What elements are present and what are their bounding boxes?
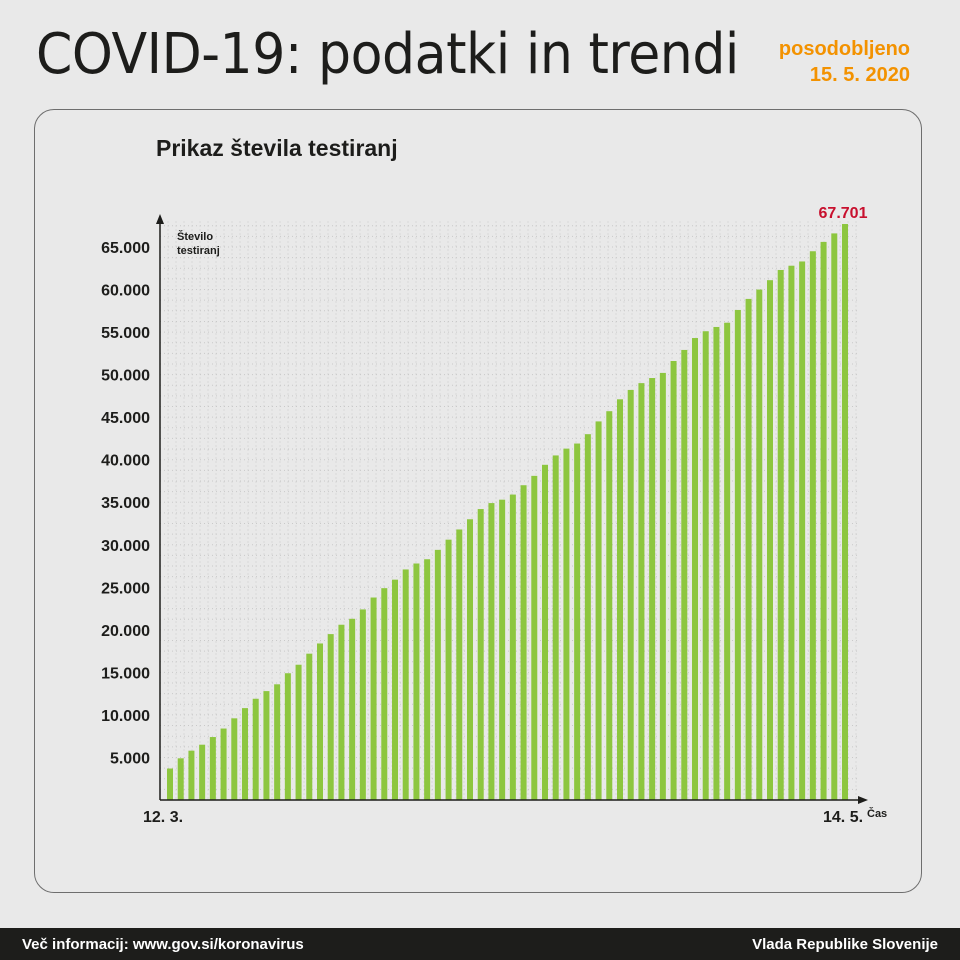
last-value-label: 67.701 [819,205,868,222]
bar [167,768,173,800]
bar [467,519,473,800]
bar [574,443,581,800]
bar [552,455,559,800]
footer: Več informacij: www.gov.si/koronavirus V… [0,928,960,960]
y-tick-label: 15.000 [101,665,150,682]
bar [252,698,259,800]
bar [402,569,409,800]
bar [306,653,313,800]
updated-label: posodobljeno [778,38,910,60]
bar [220,728,227,800]
y-tick-label: 65.000 [101,240,150,257]
bar [177,758,184,800]
bar [724,322,731,800]
y-tick-label: 60.000 [101,283,150,300]
bar [445,539,452,800]
bar [542,464,548,800]
y-tick-label: 45.000 [101,410,150,427]
bar [456,529,463,800]
updated-info: posodobljeno 15. 5. 2020 [779,36,910,88]
bar [831,233,838,800]
bar [381,588,388,800]
bar [424,559,431,800]
bar [188,750,195,800]
bar [692,338,698,800]
bar [638,383,645,800]
bar [274,684,281,800]
bar [284,673,291,800]
page-title: COVID-19: podatki in trendi [36,22,739,87]
y-tick-label: 50.000 [101,368,150,385]
bar [413,563,420,800]
bar [681,349,688,800]
bar [520,485,527,800]
bar [338,624,345,800]
y-tick-label: 20.000 [101,623,150,640]
bar [477,509,484,800]
bar [327,634,334,800]
x-axis-arrow [858,796,868,804]
bar [713,326,720,800]
footer-more-info[interactable]: Več informacij: www.gov.si/koronavirus [22,935,304,953]
bar [767,280,773,800]
bar [606,411,613,800]
x-end-label: 14. 5. [823,809,863,826]
updated-date: 15. 5. 2020 [809,64,910,86]
bar [434,549,441,800]
y-axis-label: testiranj [177,245,220,257]
bar [809,251,816,800]
y-tick-label: 25.000 [101,580,150,597]
bar [488,503,495,800]
bar [777,269,784,801]
bar [359,609,366,800]
bar [349,618,356,800]
x-axis-label: Čas [867,807,887,820]
bar [263,691,270,800]
bar [242,708,248,800]
bar [584,434,591,800]
bar [209,737,216,800]
bar [231,718,238,800]
y-axis-label: Število [177,230,213,243]
bar [756,289,763,800]
bar [788,265,795,801]
bar [627,389,634,800]
y-tick-label: 55.000 [101,325,150,342]
y-tick-label: 35.000 [101,495,150,512]
x-start-label: 12. 3. [143,809,183,826]
bar [370,597,377,800]
bar [734,309,741,800]
y-axis-arrow [156,214,164,224]
bar [617,399,623,800]
bar [509,494,516,800]
bar [702,331,709,800]
bar [670,361,677,800]
bar [392,579,398,800]
bar [531,475,538,800]
bar [499,499,506,800]
y-tick-label: 10.000 [101,708,150,725]
bar [199,744,206,800]
bar [842,224,848,800]
bar [595,421,602,800]
y-tick-label: 5.000 [110,750,150,767]
bar [649,378,656,800]
y-tick-label: 40.000 [101,453,150,470]
chart-title: Prikaz števila testiranj [156,135,398,161]
bar [745,298,752,800]
bar [659,372,666,800]
y-tick-label: 30.000 [101,538,150,555]
footer-government: Vlada Republike Slovenije [752,935,938,953]
bar [317,643,323,800]
bar [563,448,570,800]
bar [295,664,302,800]
bar-chart: 5.000 10.000 15.000 20.000 25.000 30.000 35.00… [101,205,887,826]
bar [799,261,806,801]
bar [820,241,827,800]
